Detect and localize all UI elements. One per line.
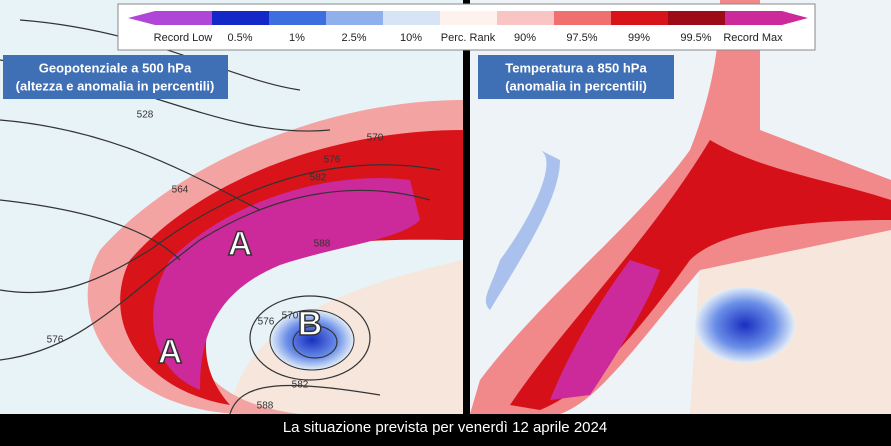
legend: Record Low 0.5% 1% 2.5% 10% Perc. Rank 9… [117, 3, 816, 51]
caption: La situazione prevista per venerdì 12 ap… [283, 419, 607, 436]
legend-label: 90% [514, 32, 536, 44]
contour-label: 528 [137, 110, 154, 121]
title-box [478, 55, 674, 99]
legend-label: 1% [289, 32, 305, 44]
contour-label: 570 [367, 133, 384, 144]
high-marker: A [228, 225, 253, 263]
caption-bar [0, 414, 891, 441]
panel-title: Geopotenziale a 500 hPa [39, 60, 192, 75]
contour-label: 576 [324, 155, 341, 166]
right-map [470, 0, 891, 414]
legend-label: Record Max [723, 32, 783, 44]
contour-label: 576 [47, 335, 64, 346]
contour-label: 588 [314, 239, 331, 250]
legend-label: 0.5% [227, 32, 252, 44]
legend-label: 99.5% [680, 32, 711, 44]
legend-label: 10% [400, 32, 422, 44]
panel-title: (altezza e anomalia in percentili) [16, 78, 215, 93]
contour-label: 576 [258, 317, 275, 328]
legend-label: Perc. Rank [441, 32, 496, 44]
panel-title: Temperatura a 850 hPa [505, 60, 647, 75]
title-box [3, 55, 228, 99]
panel-title: (anomalia in percentili) [505, 78, 647, 93]
high-marker: A [158, 333, 183, 371]
contour-label: 588 [257, 401, 274, 412]
legend-label: 99% [628, 32, 650, 44]
low-marker: B [298, 305, 323, 343]
contour-label: 582 [292, 380, 309, 391]
legend-label: Record Low [154, 32, 213, 44]
legend-label: 2.5% [341, 32, 366, 44]
legend-label: 97.5% [566, 32, 597, 44]
contour-label: 564 [172, 185, 189, 196]
contour-label: 570 [282, 311, 299, 322]
left-map [0, 0, 463, 415]
contour-label: 582 [310, 173, 327, 184]
